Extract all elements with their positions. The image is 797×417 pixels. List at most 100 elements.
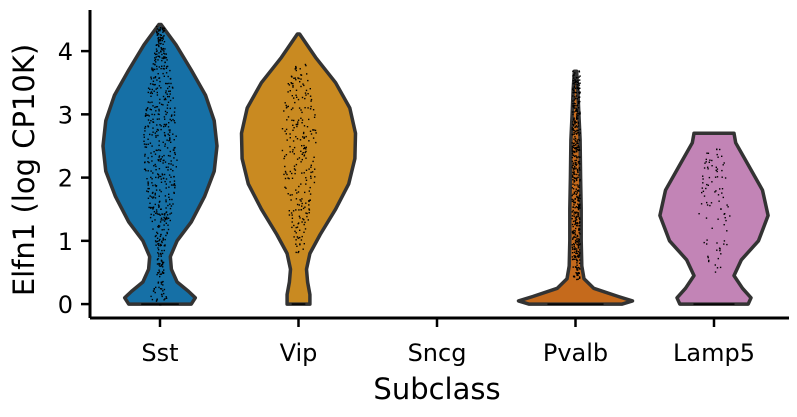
data-point xyxy=(166,147,169,149)
data-point xyxy=(302,207,305,210)
data-point xyxy=(573,117,575,119)
data-point xyxy=(152,131,154,133)
data-point xyxy=(157,282,159,284)
data-point xyxy=(717,218,719,220)
data-point xyxy=(578,272,580,274)
data-point xyxy=(166,111,168,114)
data-point xyxy=(154,52,156,54)
data-point xyxy=(165,234,167,237)
data-point xyxy=(173,157,175,159)
data-point xyxy=(577,176,579,178)
data-point xyxy=(174,185,176,187)
data-point xyxy=(314,176,316,178)
data-point xyxy=(291,119,293,121)
data-point xyxy=(572,183,574,185)
data-point xyxy=(577,238,579,240)
data-point xyxy=(729,215,731,217)
data-point xyxy=(281,128,284,130)
data-point xyxy=(160,67,162,70)
data-point xyxy=(143,168,146,170)
data-point xyxy=(573,142,575,144)
data-point xyxy=(162,162,164,164)
data-point xyxy=(158,110,160,112)
data-point xyxy=(720,253,722,255)
data-point xyxy=(575,164,577,166)
data-point xyxy=(702,190,705,192)
data-point xyxy=(721,192,723,194)
data-point xyxy=(310,133,313,135)
data-point xyxy=(302,132,305,135)
data-point xyxy=(573,131,575,134)
data-point xyxy=(572,80,574,82)
data-point xyxy=(571,223,574,226)
data-point xyxy=(573,235,575,238)
data-point xyxy=(289,194,291,196)
data-point xyxy=(154,59,156,62)
data-point xyxy=(159,43,161,45)
data-point xyxy=(572,199,575,201)
data-point xyxy=(304,97,306,100)
data-point xyxy=(163,30,165,32)
data-point xyxy=(572,75,574,77)
data-point xyxy=(574,184,576,186)
data-point xyxy=(165,207,167,209)
data-point xyxy=(154,57,156,59)
data-point xyxy=(297,98,300,101)
data-point xyxy=(154,58,157,61)
data-point xyxy=(170,212,173,214)
data-point xyxy=(167,133,169,135)
data-point xyxy=(163,249,165,252)
data-point xyxy=(170,119,173,122)
data-point xyxy=(161,37,164,39)
data-point xyxy=(149,83,152,85)
data-point xyxy=(576,126,579,128)
data-point xyxy=(161,39,163,42)
data-point xyxy=(281,149,284,152)
data-point xyxy=(160,244,162,246)
data-point xyxy=(303,144,305,147)
data-point xyxy=(163,56,165,58)
data-point xyxy=(157,177,160,179)
data-point xyxy=(577,89,580,91)
data-point xyxy=(577,117,579,119)
data-point xyxy=(706,243,708,245)
data-point xyxy=(573,133,575,135)
data-point xyxy=(294,172,296,175)
data-point xyxy=(164,161,167,163)
data-point xyxy=(159,263,161,265)
data-point xyxy=(169,118,171,121)
data-point xyxy=(292,140,295,142)
data-point xyxy=(159,273,161,275)
data-point xyxy=(577,132,580,134)
data-point xyxy=(571,142,573,144)
data-point xyxy=(576,110,578,113)
data-point xyxy=(297,119,300,121)
data-point xyxy=(296,192,298,194)
data-point xyxy=(573,202,575,204)
data-point xyxy=(308,190,310,192)
data-point xyxy=(577,266,579,269)
data-point xyxy=(168,186,170,188)
data-point xyxy=(573,236,575,239)
data-point xyxy=(572,95,574,97)
data-point xyxy=(574,168,576,170)
data-point xyxy=(575,272,577,274)
data-point xyxy=(292,107,294,109)
data-point xyxy=(155,106,157,108)
data-point xyxy=(147,181,149,183)
data-point xyxy=(300,85,302,88)
data-point xyxy=(164,110,167,113)
data-point xyxy=(287,177,289,179)
data-point xyxy=(573,129,575,132)
data-point xyxy=(309,199,311,201)
data-point xyxy=(167,169,169,171)
data-point xyxy=(575,221,577,224)
data-point xyxy=(574,197,576,200)
axes: 0 1 2 3 4 Sst Vip Sncg Pvalb Lamp5 xyxy=(58,10,789,367)
data-point xyxy=(166,93,168,95)
data-point xyxy=(571,194,573,197)
data-point xyxy=(576,241,579,243)
data-point xyxy=(173,175,175,178)
data-point xyxy=(308,118,310,121)
data-point xyxy=(577,255,579,258)
